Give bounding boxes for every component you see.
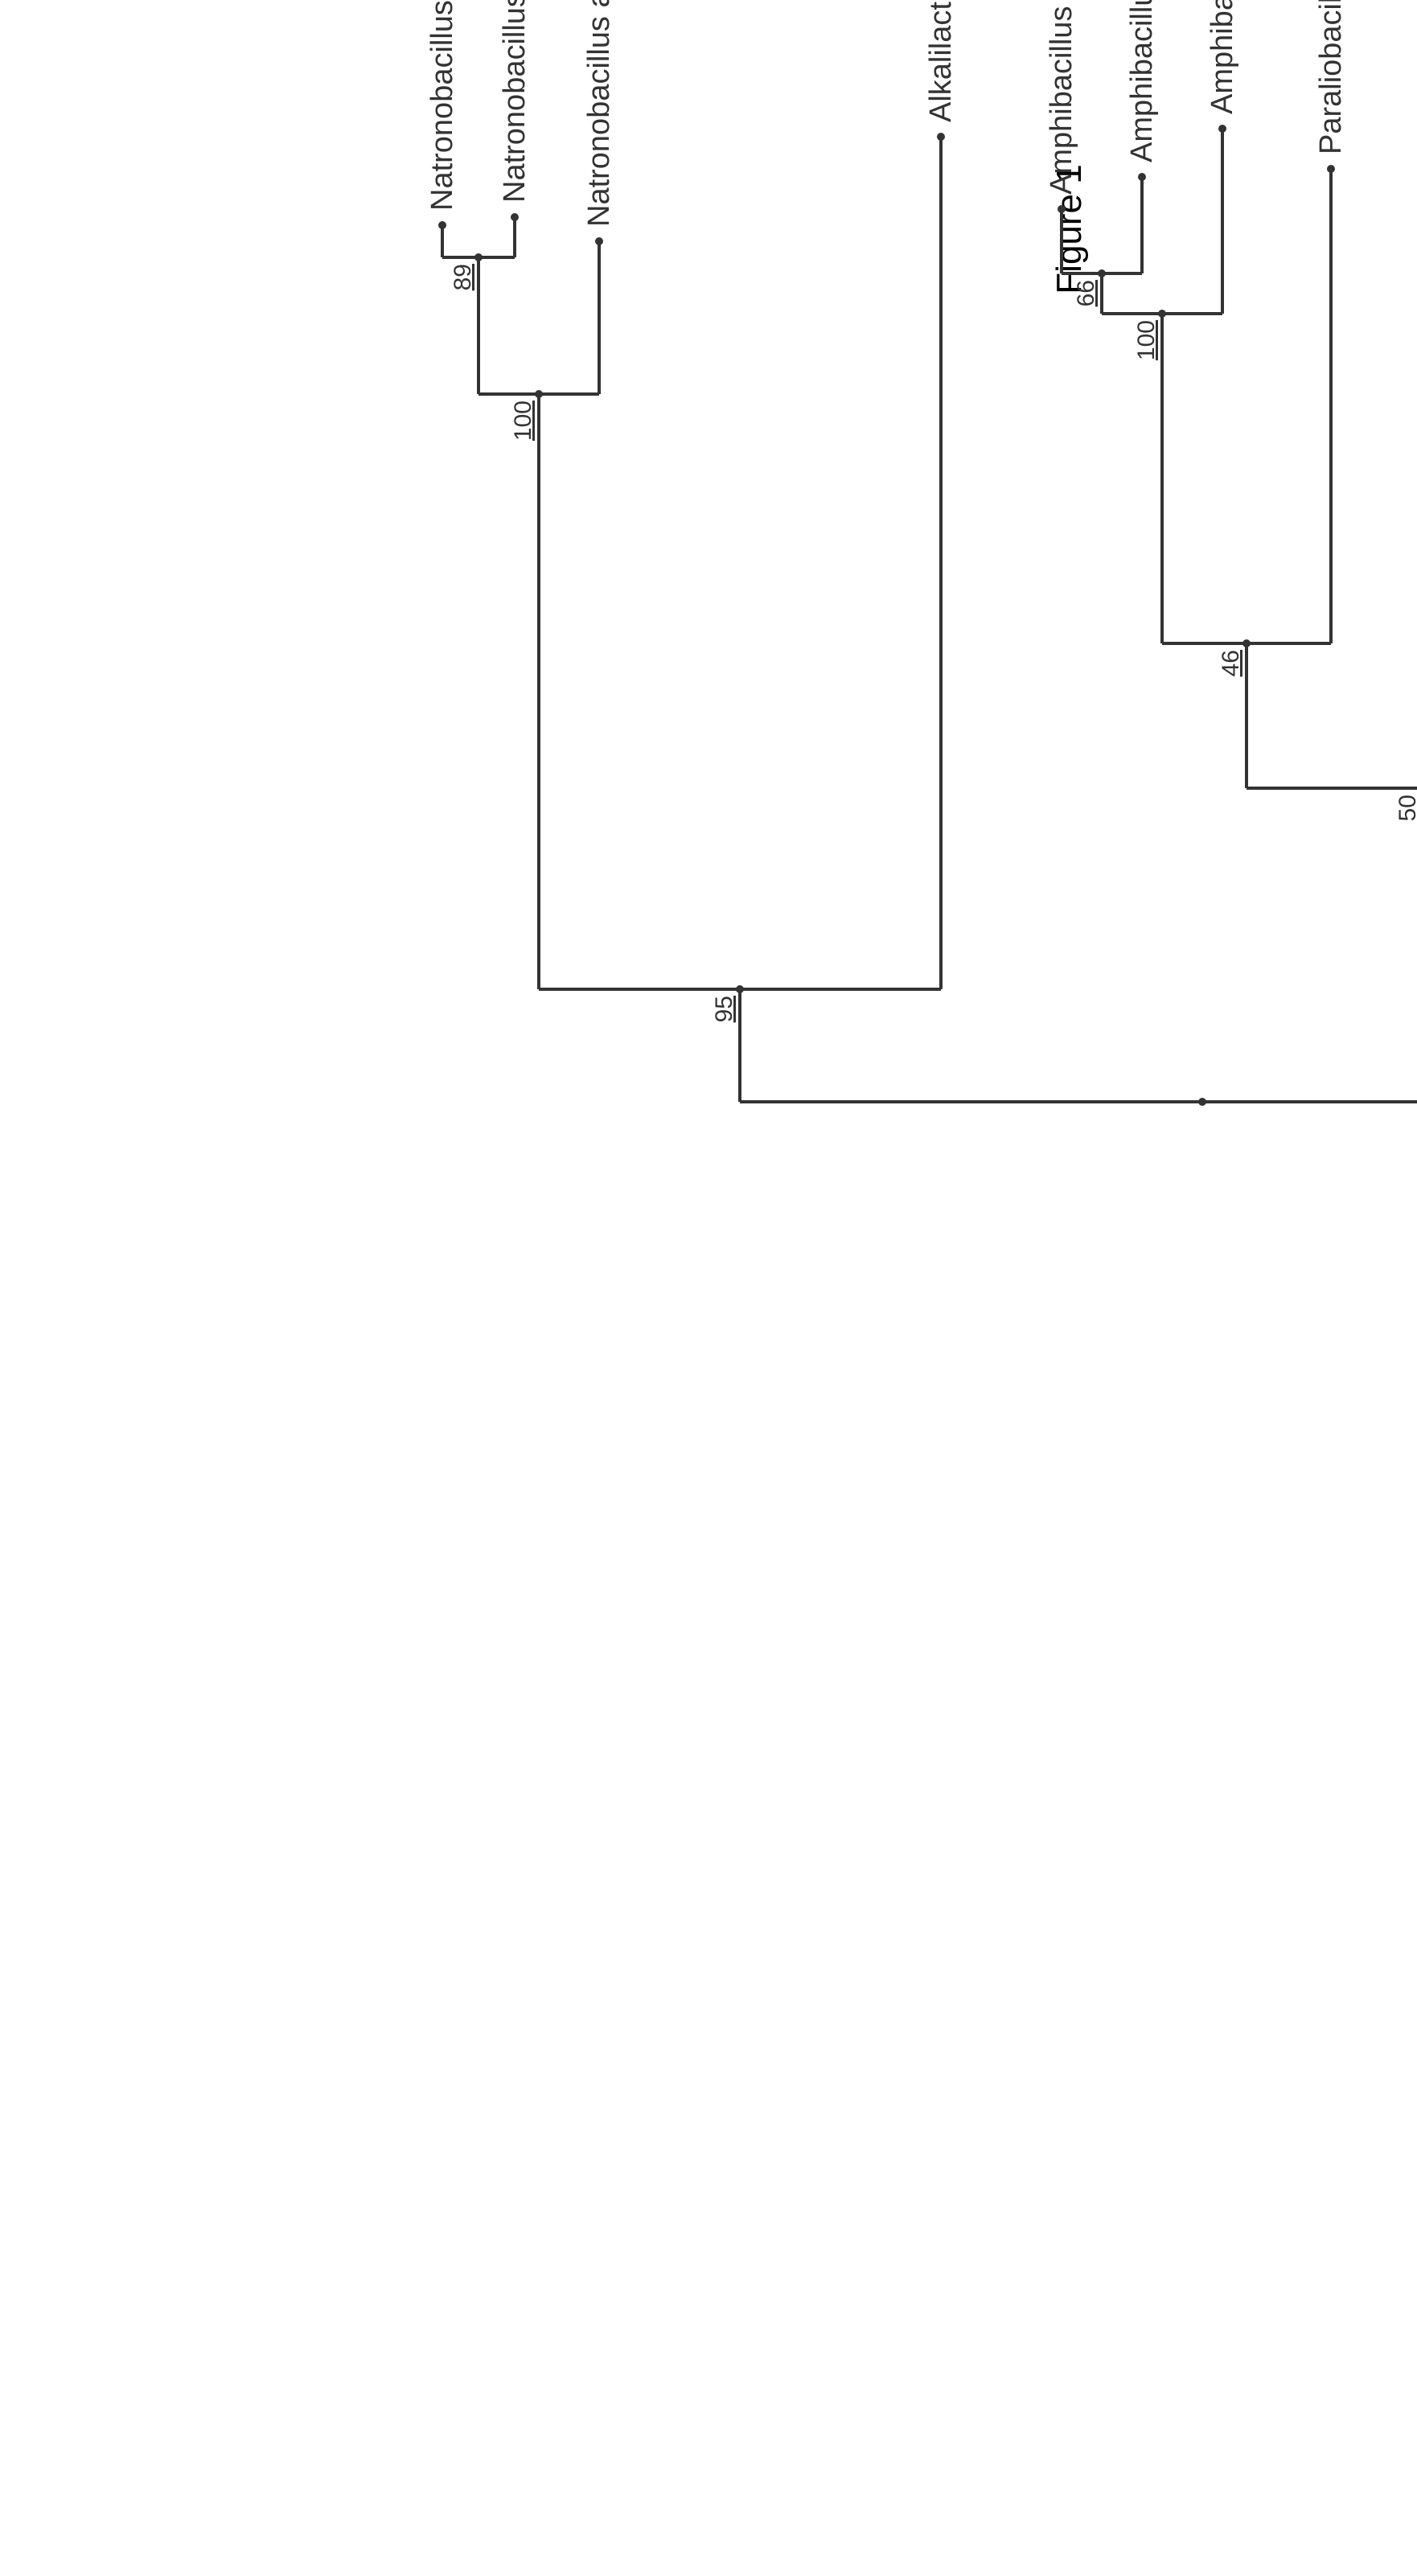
svg-text:Natronobacillus azotifigens E: Natronobacillus azotifigens EU14368 bbox=[425, 0, 459, 211]
svg-text:46: 46 bbox=[1218, 650, 1244, 676]
svg-text:100: 100 bbox=[1133, 320, 1160, 360]
svg-text:Alkalilactibacillus ikkense E: Alkalilactibacillus ikkense EU281853 bbox=[924, 0, 958, 122]
svg-text:Natronobacillus azotifigens E: Natronobacillus azotifigens EU143688 bbox=[582, 0, 616, 227]
svg-text:Amphibacillus sp. YJ0218 EU04: Amphibacillus sp. YJ0218 EU046429 bbox=[1125, 0, 1159, 162]
svg-text:95: 95 bbox=[711, 996, 737, 1022]
phylo-tree: 9510089Natronobacillus azotifigens EU143… bbox=[298, 137, 1417, 1142]
svg-text:100: 100 bbox=[510, 401, 536, 441]
svg-text:Amphibacillus sp. YIM-kkny10: Amphibacillus sp. YIM-kkny10 AY121435 bbox=[1205, 0, 1239, 114]
svg-text:50: 50 bbox=[1394, 795, 1417, 821]
svg-text:89: 89 bbox=[450, 264, 476, 290]
svg-text:Natronobacillus azotifigens E: Natronobacillus azotifigens EU850815 bbox=[498, 0, 532, 203]
svg-text:Amphibacillus sp. YIM-kkny6 A: Amphibacillus sp. YIM-kkny6 AY121432 bbox=[1045, 0, 1078, 195]
tree-svg: 95 100 89 Natronobacillus azotifigens EU143… bbox=[298, 0, 1417, 1142]
svg-text:Paraliobacillus ryukyuensis A: Paraliobacillus ryukyuensis AB087828 bbox=[1314, 0, 1348, 154]
svg-text:66: 66 bbox=[1073, 280, 1099, 306]
